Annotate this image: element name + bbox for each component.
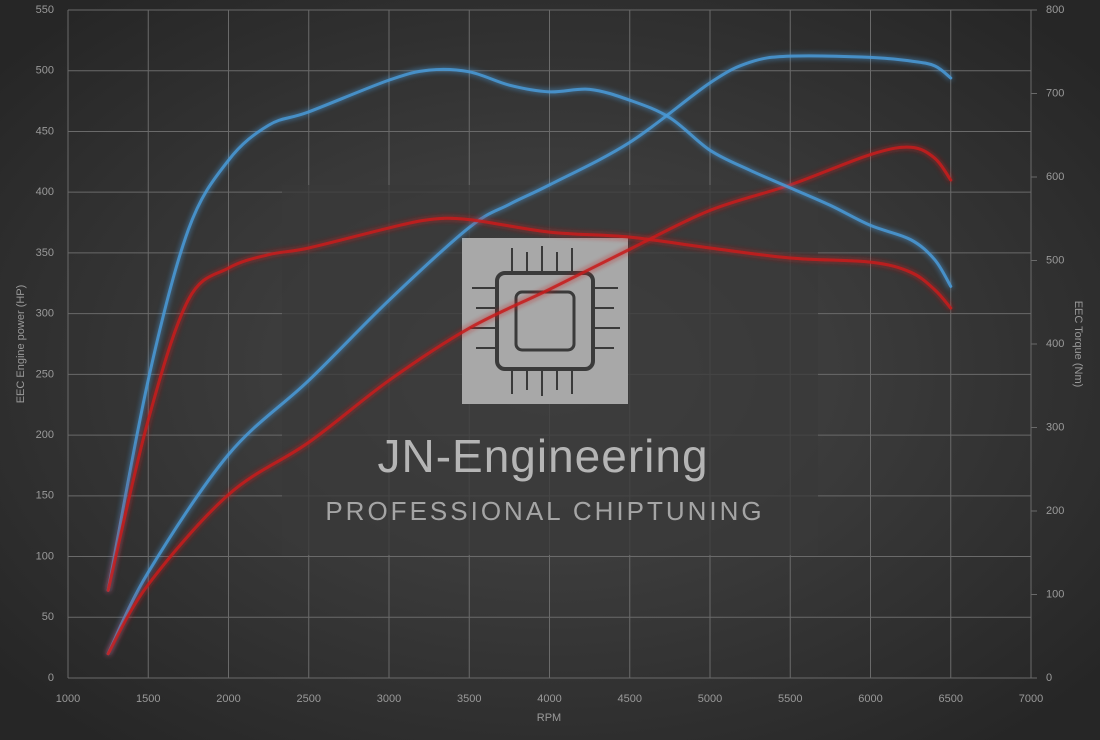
x-tick-label: 7000 [1019,693,1043,705]
y-tick-label: 550 [36,4,54,16]
y2-tick-label: 700 [1046,87,1064,99]
y-tick-label: 200 [36,429,54,441]
watermark-subtitle: PROFESSIONAL CHIPTUNING [325,496,764,526]
y2-tick-label: 500 [1046,254,1064,266]
y-tick-label: 450 [36,125,54,137]
x-tick-label: 6000 [858,693,882,705]
x-tick-label: 2000 [216,693,240,705]
chip-icon [462,238,628,404]
series-line [106,54,953,656]
y2-tick-label: 0 [1046,672,1052,684]
y-tick-label: 250 [36,368,54,380]
x-tick-label: 3000 [377,693,401,705]
y2-axis-label: EEC Torque (Nm) [1072,301,1084,388]
x-tick-label: 4500 [618,693,642,705]
y-tick-label: 100 [36,550,54,562]
series-line [106,67,953,592]
series-line [106,216,953,592]
x-tick-label: 4000 [537,693,561,705]
x-tick-label: 2500 [297,693,321,705]
x-tick-label: 3500 [457,693,481,705]
x-tick-label: 1000 [56,693,80,705]
y2-tick-label: 600 [1046,171,1064,183]
y-tick-label: 150 [36,490,54,502]
x-tick-label: 1500 [136,693,160,705]
y2-tick-label: 200 [1046,505,1064,517]
y-tick-label: 400 [36,186,54,198]
watermark-title: JN-Engineering [377,430,708,482]
x-tick-label: 6500 [939,693,963,705]
y-tick-label: 500 [36,65,54,77]
y2-tick-label: 800 [1046,4,1064,16]
y-tick-label: 0 [48,672,54,684]
series-line [106,145,953,656]
y-tick-label: 350 [36,247,54,259]
y2-tick-label: 400 [1046,338,1064,350]
y2-tick-label: 300 [1046,421,1064,433]
y-tick-label: 300 [36,308,54,320]
x-axis-label: RPM [537,712,561,724]
y-tick-label: 50 [42,611,54,623]
x-tick-label: 5000 [698,693,722,705]
y2-tick-label: 100 [1046,588,1064,600]
x-tick-label: 5500 [778,693,802,705]
y-axis-label: EEC Engine power (HP) [15,285,27,404]
